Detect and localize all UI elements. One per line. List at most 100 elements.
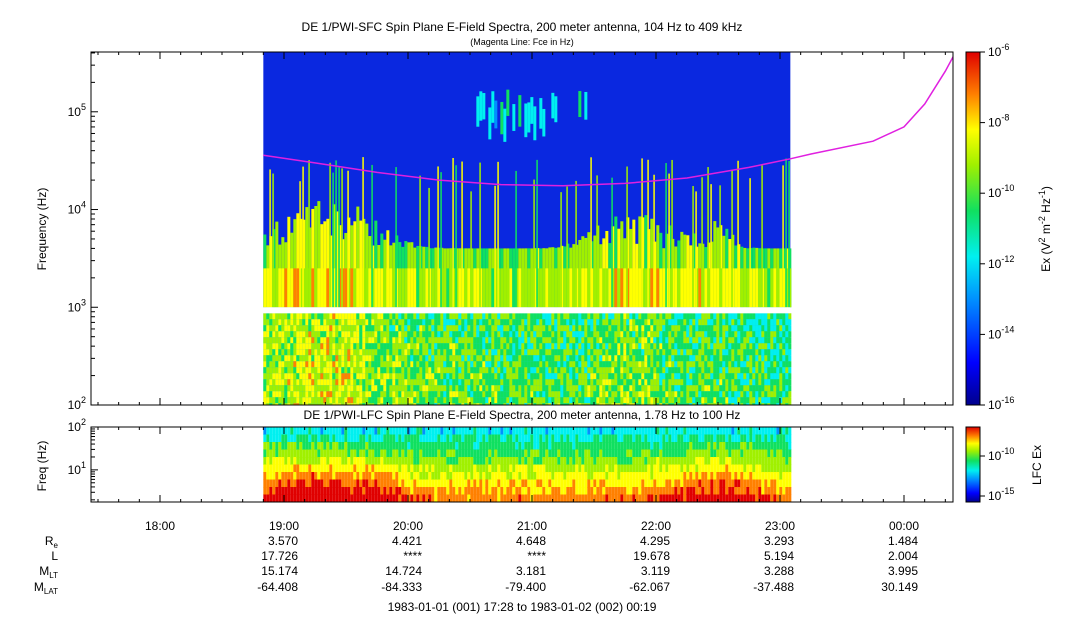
sfc-cell — [638, 319, 642, 326]
sfc-cell — [716, 343, 720, 350]
sfc-cell — [680, 331, 684, 338]
sfc-cell — [431, 268, 435, 308]
sfc-cell — [593, 313, 597, 320]
sfc-cell — [410, 343, 414, 350]
sfc-cell — [770, 355, 774, 362]
sfc-cell — [659, 331, 663, 338]
sfc-cell — [479, 162, 481, 308]
sfc-cell — [281, 319, 285, 326]
sfc-cell — [599, 361, 603, 368]
lfc-cell — [359, 427, 363, 435]
lfc-cell — [689, 427, 693, 435]
sfc-cell — [671, 331, 675, 338]
sfc-cell — [290, 361, 294, 368]
sfc-cbtick-label: 10-6 — [988, 42, 1009, 59]
lfc-cell — [407, 434, 411, 443]
sfc-cell — [521, 391, 525, 398]
sfc-cell — [275, 337, 279, 344]
lfc-cell — [359, 449, 363, 458]
lfc-cell — [674, 457, 678, 465]
sfc-cell — [503, 319, 507, 326]
lfc-cell — [644, 457, 648, 465]
sfc-cell — [404, 325, 408, 332]
sfc-cell — [311, 325, 315, 332]
lfc-cell — [320, 434, 324, 443]
sfc-cell — [701, 379, 705, 386]
sfc-cell — [494, 373, 498, 380]
lfc-cell — [530, 464, 534, 473]
lfc-cell — [575, 442, 579, 450]
lfc-cell — [737, 434, 741, 443]
lfc-cell — [503, 487, 507, 495]
sfc-colorbar — [965, 51, 981, 406]
sfc-cell — [695, 397, 699, 404]
sfc-cell — [647, 319, 651, 326]
lfc-cell — [557, 427, 561, 435]
sfc-cell — [329, 397, 333, 404]
sfc-cell — [614, 397, 618, 404]
sfc-cell — [629, 325, 633, 332]
sfc-cell — [284, 361, 288, 368]
sfc-cell — [620, 379, 624, 386]
sfc-cell — [488, 331, 492, 338]
lfc-cell — [728, 427, 732, 435]
sfc-cell — [713, 313, 717, 320]
lfc-cell — [668, 434, 672, 443]
lfc-cell — [644, 449, 648, 458]
lfc-cell — [602, 457, 606, 465]
sfc-cell — [446, 349, 450, 356]
sfc-cell — [527, 337, 531, 344]
sfc-cell — [305, 325, 309, 332]
sfc-cell — [701, 177, 703, 308]
sfc-cell — [644, 215, 648, 308]
sfc-cell — [656, 373, 660, 380]
lfc-cell — [740, 479, 744, 488]
lfc-cell — [731, 427, 735, 435]
sfc-cell — [560, 319, 564, 326]
sfc-cell — [707, 325, 711, 332]
lfc-cell — [725, 494, 729, 502]
sfc-plot-frame — [90, 51, 954, 406]
sfc-cell — [686, 325, 690, 332]
sfc-cell — [383, 355, 387, 362]
lfc-cell — [323, 434, 327, 443]
sfc-cell — [344, 397, 348, 404]
lfc-cell — [284, 442, 288, 450]
lfc-cell — [347, 427, 351, 435]
lfc-cell — [704, 464, 708, 473]
sfc-cell — [695, 391, 699, 398]
sfc-cell — [491, 403, 495, 405]
lfc-cell — [350, 449, 354, 458]
sfc-cell — [602, 385, 606, 392]
sfc-cell — [620, 313, 624, 320]
lfc-cell — [356, 479, 360, 488]
lfc-cell — [476, 494, 480, 502]
sfc-cell — [281, 355, 285, 362]
lfc-cell — [584, 494, 588, 502]
sfc-cell — [344, 343, 348, 350]
lfc-cell — [371, 472, 375, 480]
sfc-cell — [779, 385, 783, 392]
lfc-cell — [770, 442, 774, 450]
lfc-cell — [587, 442, 591, 450]
lfc-cell — [551, 479, 555, 488]
lfc-cell — [419, 472, 423, 480]
lfc-cell — [302, 487, 306, 495]
sfc-cell — [749, 367, 753, 374]
sfc-cell — [545, 367, 549, 374]
lfc-cell — [623, 427, 627, 435]
lfc-cell — [536, 457, 540, 465]
sfc-cell — [698, 373, 702, 380]
lfc-cell — [491, 457, 495, 465]
sfc-cell — [635, 331, 639, 338]
lfc-cell — [569, 427, 573, 435]
sfc-cell — [386, 313, 390, 320]
sfc-cell — [587, 337, 591, 344]
lfc-cell — [359, 472, 363, 480]
sfc-cell — [419, 391, 423, 398]
sfc-cell — [476, 343, 480, 350]
sfc-cell — [371, 403, 375, 405]
lfc-cell — [539, 457, 543, 465]
lfc-cell — [686, 464, 690, 473]
sfc-cell — [563, 385, 567, 392]
